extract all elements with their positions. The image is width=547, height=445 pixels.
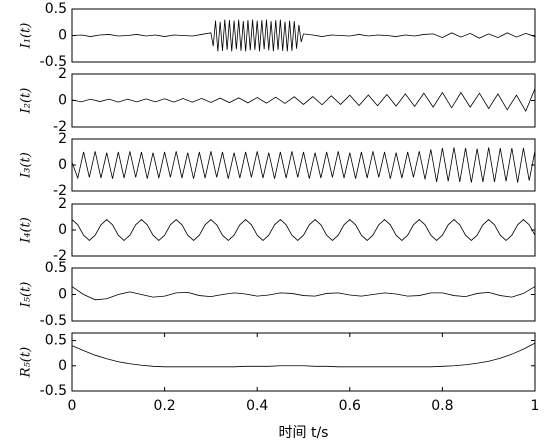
x-axis-label: 时间 t/s: [279, 425, 329, 441]
y-axis-label: I₁(t): [19, 23, 34, 50]
y-tick-label: -0.5: [40, 313, 67, 329]
signal-line: [71, 286, 536, 301]
y-tick-label: 0: [58, 157, 67, 173]
y-axis-label: I₃(t): [19, 152, 34, 179]
y-tick-label: 0.5: [45, 1, 67, 17]
x-tick-label: 0.6: [339, 398, 361, 414]
x-tick-label: 1: [531, 398, 540, 414]
x-tick-label: 0.8: [431, 398, 453, 414]
y-tick-label: 2: [58, 66, 67, 82]
y-axis-label: R₅(t): [19, 347, 34, 378]
y-tick-label: 2: [58, 131, 67, 147]
y-tick-label: 0: [58, 358, 67, 374]
y-tick-label: 2: [58, 196, 67, 212]
y-axis-label: I₄(t): [19, 217, 34, 244]
y-tick-label: 0: [58, 28, 67, 44]
signal-line: [71, 88, 536, 113]
x-tick-label: 0: [68, 398, 77, 414]
x-tick-label: 0.2: [153, 398, 175, 414]
signal-line: [71, 147, 536, 183]
y-tick-label: -2: [53, 119, 67, 135]
y-tick-label: -2: [53, 183, 67, 199]
y-axis-label: I₅(t): [19, 282, 34, 309]
y-tick-label: 0.5: [45, 260, 67, 276]
y-tick-label: 0: [58, 93, 67, 109]
y-tick-label: -2: [53, 248, 67, 264]
signal-line: [71, 342, 536, 368]
y-axis-label: I₂(t): [19, 88, 34, 115]
plot-frame: [71, 203, 536, 257]
x-tick-label: 0.4: [246, 398, 268, 414]
y-tick-label: -0.5: [40, 54, 67, 70]
plot-frame: [71, 332, 536, 392]
signal-line: [71, 19, 536, 52]
y-tick-label: -0.5: [40, 383, 67, 399]
y-tick-label: 0: [58, 287, 67, 303]
signal-line: [71, 219, 536, 241]
y-tick-label: 0: [58, 222, 67, 238]
y-tick-label: 0.5: [45, 333, 67, 349]
plot-frame: [71, 138, 536, 192]
